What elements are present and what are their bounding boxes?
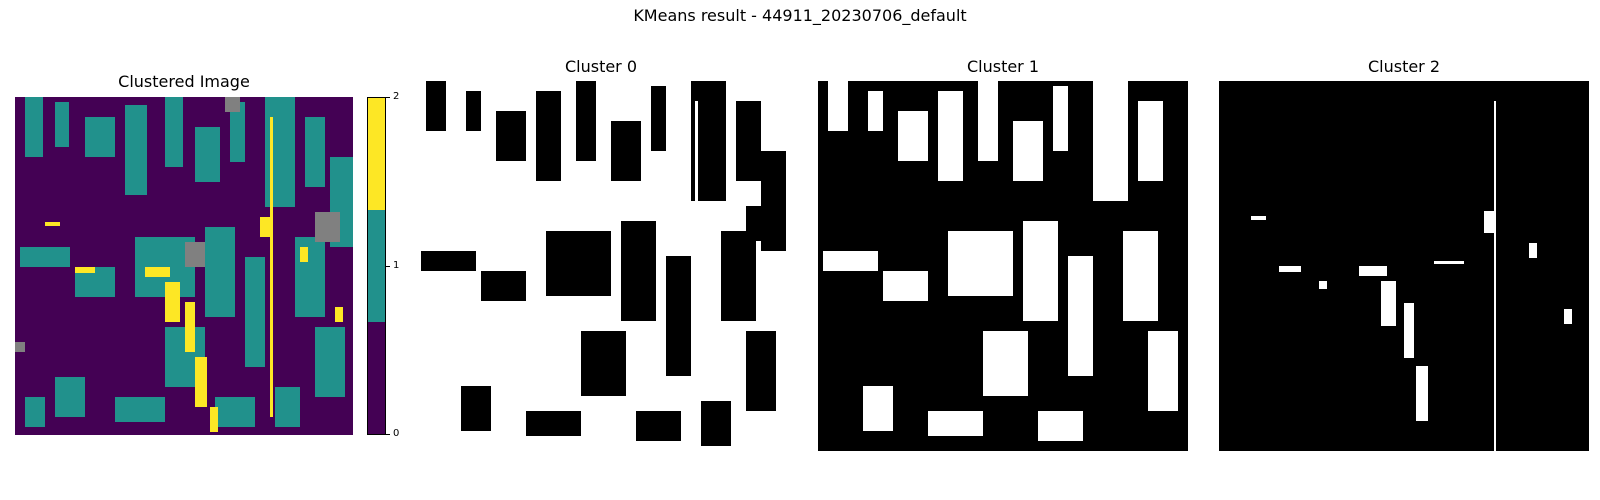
colorbar-tick-label-0: 0 bbox=[393, 428, 400, 439]
colorbar-tick-mark-1 bbox=[386, 266, 390, 267]
cluster-1-title: Cluster 1 bbox=[966, 57, 1040, 76]
colorbar-tick-label-2: 2 bbox=[393, 91, 400, 102]
cluster-2-title: Cluster 2 bbox=[1367, 57, 1441, 76]
colorbar-segment-0 bbox=[368, 322, 385, 434]
figure-title: KMeans result - 44911_20230706_default bbox=[633, 6, 967, 25]
cluster-0-title: Cluster 0 bbox=[564, 57, 638, 76]
cluster-1-mask bbox=[818, 81, 1188, 451]
colorbar-tick-label-1: 1 bbox=[393, 260, 400, 271]
colorbar bbox=[367, 97, 386, 435]
colorbar-tick-mark-2 bbox=[386, 97, 390, 98]
cluster-2-mask bbox=[1219, 81, 1589, 451]
colorbar-segment-2 bbox=[368, 98, 385, 210]
clustered-image bbox=[15, 97, 353, 435]
clustered-image-title: Clustered Image bbox=[118, 72, 250, 91]
colorbar-tick-mark-0 bbox=[386, 434, 390, 435]
cluster-0-mask bbox=[416, 81, 786, 451]
colorbar-segment-1 bbox=[368, 210, 385, 322]
